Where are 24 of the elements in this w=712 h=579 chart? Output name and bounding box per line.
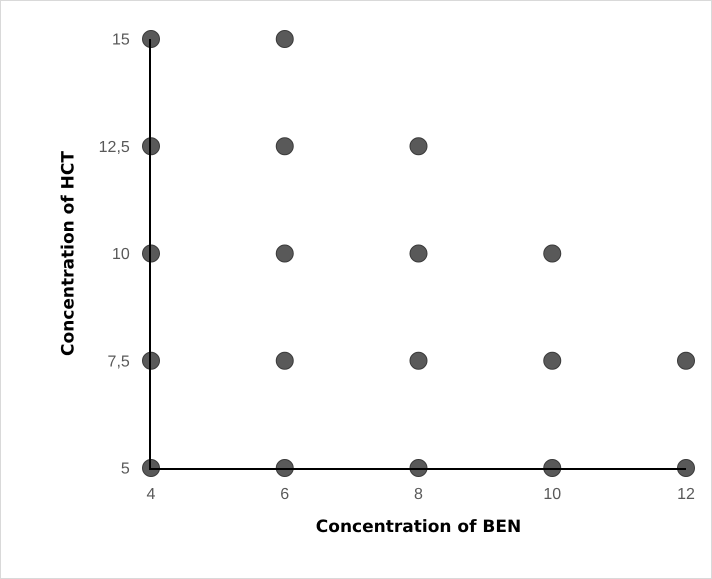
x-tick-label: 6 [280, 486, 290, 504]
point [677, 459, 695, 477]
point [543, 244, 562, 262]
point [677, 352, 695, 370]
point [410, 137, 428, 156]
point [543, 352, 562, 370]
y-axis-title: Concentration of HCT [58, 150, 79, 356]
point [276, 30, 294, 48]
y-tick-label: 5 [120, 460, 130, 478]
point [276, 352, 294, 370]
point [276, 137, 294, 156]
point [276, 244, 294, 262]
point [410, 352, 428, 370]
y-tick-label: 7,5 [108, 353, 130, 370]
x-tick-label: 12 [677, 486, 695, 504]
x-tick-label: 8 [414, 486, 424, 504]
point [142, 30, 160, 48]
x-tick-label: 10 [543, 486, 562, 504]
y-tick-label: 10 [112, 246, 130, 264]
x-tick-label: 4 [146, 486, 156, 504]
x-axis-title: Concentration of BEN [316, 517, 522, 538]
y-tick-label: 12,5 [98, 138, 130, 156]
y-tick-label: 15 [112, 32, 130, 49]
point [410, 244, 428, 262]
